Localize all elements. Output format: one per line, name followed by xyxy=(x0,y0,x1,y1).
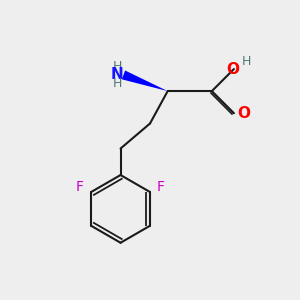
Text: O: O xyxy=(226,61,239,76)
Text: H: H xyxy=(112,77,122,90)
Text: O: O xyxy=(238,106,251,121)
Polygon shape xyxy=(122,70,168,91)
Text: H: H xyxy=(112,60,122,73)
Text: F: F xyxy=(76,180,84,194)
Text: N: N xyxy=(111,68,123,82)
Text: H: H xyxy=(242,55,251,68)
Text: F: F xyxy=(156,180,164,194)
